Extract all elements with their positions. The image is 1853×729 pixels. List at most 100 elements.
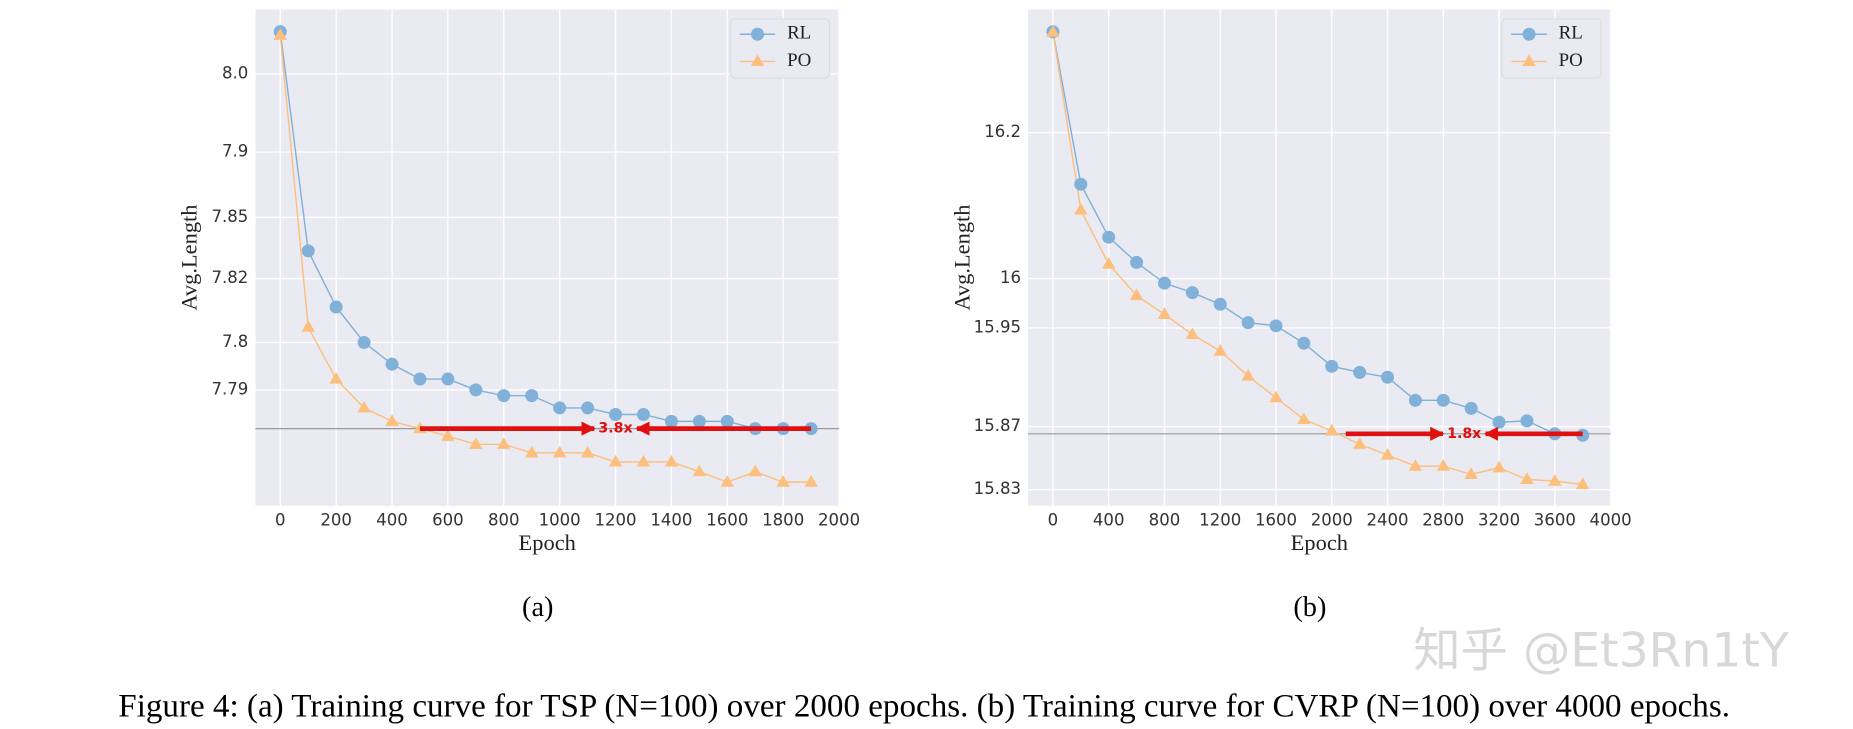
marker-triangle — [441, 429, 455, 441]
y-tick-label: 15.87 — [974, 416, 1021, 435]
marker-circle — [413, 372, 427, 386]
marker-triangle — [1269, 390, 1283, 403]
x-tick-label: 1200 — [1199, 511, 1241, 530]
marker-circle — [664, 414, 678, 428]
marker-triangle — [273, 28, 287, 40]
x-axis-label: Epoch — [1291, 530, 1348, 555]
legend-label: PO — [787, 50, 811, 71]
marker-circle — [1241, 316, 1255, 330]
legend-marker — [751, 27, 765, 41]
subfigure-label: (b) — [1293, 592, 1326, 623]
x-tick-label: 1000 — [539, 511, 581, 530]
marker-triangle — [1213, 344, 1227, 356]
marker-circle — [1185, 286, 1199, 300]
legend-marker — [1522, 27, 1536, 41]
marker-triangle — [1548, 473, 1562, 486]
legend-label: RL — [787, 23, 811, 44]
x-tick-label: 4000 — [1590, 511, 1632, 530]
marker-triangle — [636, 454, 651, 467]
marker-triangle — [1408, 459, 1423, 471]
x-tick-label: 1400 — [650, 511, 692, 530]
marker-circle — [357, 335, 371, 349]
marker-triangle — [1157, 307, 1172, 319]
x-tick-label: 0 — [275, 511, 286, 530]
marker-triangle — [1185, 327, 1200, 340]
x-tick-label: 800 — [488, 511, 520, 530]
x-tick-label: 1800 — [762, 511, 804, 530]
marker-circle — [1492, 415, 1506, 429]
x-tick-label: 200 — [320, 511, 352, 530]
marker-circle — [525, 389, 539, 403]
x-tick-label: 3600 — [1534, 511, 1576, 530]
x-tick-label: 2000 — [818, 511, 860, 530]
marker-triangle — [1492, 460, 1506, 473]
marker-circle — [1074, 177, 1088, 191]
x-tick-label: 2000 — [1311, 511, 1353, 530]
marker-triangle — [1464, 467, 1478, 479]
x-tick-label: 800 — [1149, 511, 1181, 530]
plot-background — [255, 9, 840, 506]
marker-circle — [609, 407, 623, 421]
annotation-text: 3.8x — [598, 421, 632, 437]
marker-circle — [553, 401, 567, 415]
marker-circle — [720, 414, 734, 428]
x-tick-label: 2400 — [1366, 511, 1408, 530]
x-tick-label: 2800 — [1422, 511, 1464, 530]
y-tick-label: 7.79 — [211, 379, 248, 398]
marker-circle — [385, 357, 399, 371]
marker-circle — [1353, 365, 1367, 379]
x-tick-label: 1600 — [1255, 511, 1297, 530]
x-tick-label: 600 — [432, 511, 464, 530]
x-tick-label: 400 — [1093, 511, 1125, 530]
marker-circle — [1157, 276, 1171, 290]
marker-circle — [636, 407, 650, 421]
figure-caption: Figure 4: (a) Training curve for TSP (N=… — [118, 689, 1730, 725]
y-tick-label: 16 — [1000, 268, 1021, 287]
legend-label: RL — [1559, 23, 1583, 44]
marker-circle — [1102, 230, 1116, 244]
marker-triangle — [1241, 368, 1255, 381]
y-axis-label: Avg.Length — [177, 205, 202, 311]
y-tick-label: 8.0 — [222, 63, 248, 82]
marker-triangle — [1129, 288, 1144, 301]
marker-triangle — [357, 400, 371, 413]
legend-box — [1501, 18, 1602, 79]
marker-circle — [469, 383, 483, 397]
marker-triangle — [385, 414, 399, 426]
marker-circle — [1130, 255, 1144, 269]
marker-circle — [441, 372, 455, 386]
y-tick-label: 7.85 — [211, 207, 248, 226]
x-tick-label: 1600 — [706, 511, 748, 530]
marker-triangle — [748, 464, 762, 477]
marker-triangle — [1046, 25, 1060, 37]
marker-triangle — [1520, 472, 1534, 484]
marker-triangle — [1380, 447, 1395, 460]
marker-triangle — [524, 445, 539, 458]
marker-circle — [329, 300, 343, 314]
x-tick-label: 1200 — [595, 511, 637, 530]
legend-label: PO — [1559, 50, 1583, 71]
y-axis-label: Avg.Length — [949, 205, 974, 311]
marker-triangle — [1074, 202, 1088, 215]
y-tick-label: 15.95 — [974, 317, 1021, 336]
x-axis-label: Epoch — [519, 530, 576, 555]
marker-circle — [581, 401, 595, 415]
x-tick-label: 3200 — [1478, 511, 1520, 530]
legend-box — [729, 18, 831, 79]
marker-circle — [1408, 393, 1422, 407]
marker-triangle — [497, 437, 511, 449]
marker-circle — [497, 389, 511, 403]
marker-circle — [1213, 297, 1227, 311]
marker-circle — [1381, 370, 1395, 384]
legend-marker — [750, 54, 765, 67]
marker-circle — [1325, 359, 1339, 373]
chart: 0 400 800 1200 1600 2000 2400 2800 3200 3600 4000 1… — [949, 9, 1632, 623]
marker-triangle — [720, 475, 735, 487]
annotation-text: 1.8x — [1447, 426, 1481, 442]
marker-triangle — [329, 371, 343, 384]
marker-triangle — [1297, 412, 1311, 425]
x-tick-label: 400 — [376, 511, 408, 530]
marker-triangle — [1436, 459, 1451, 471]
marker-triangle — [1325, 423, 1339, 436]
